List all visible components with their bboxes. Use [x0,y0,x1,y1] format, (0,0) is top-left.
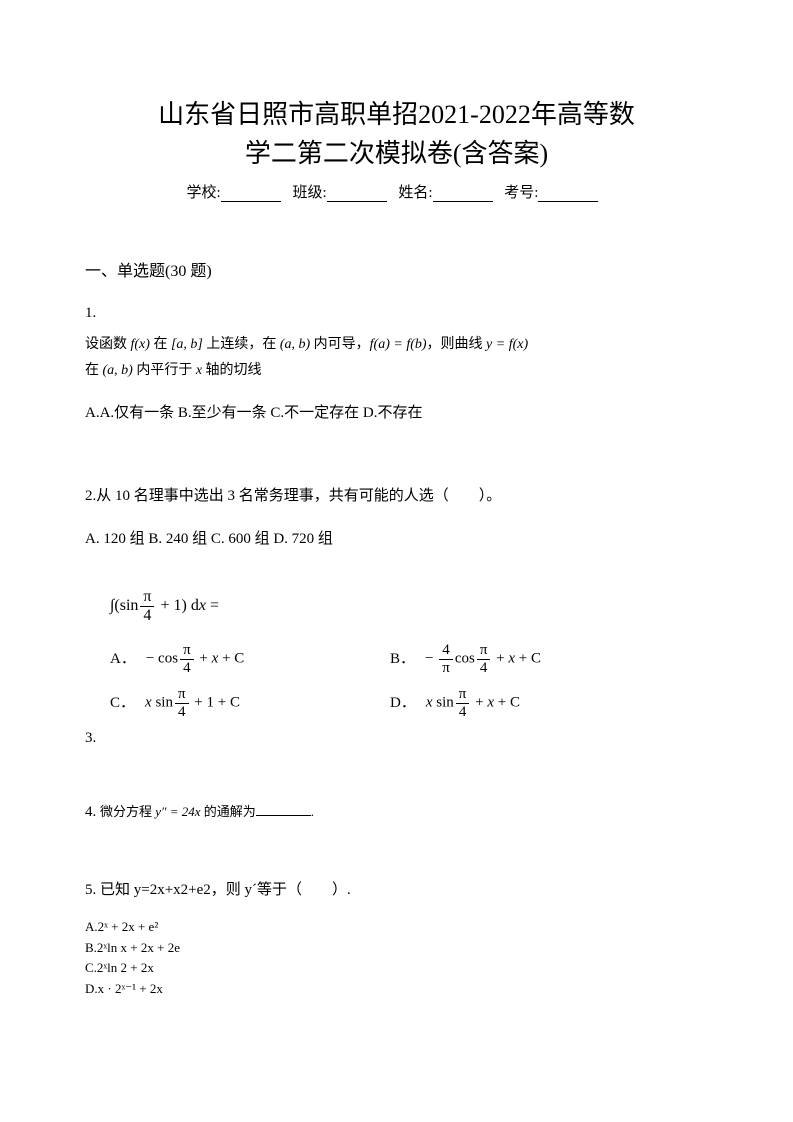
examno-label: 考号: [504,185,538,201]
section-heading: 一、单选题(30 题) [85,257,708,281]
q5-stem: 5. 已知 y=2x+x2+e2，则 y´等于（ ）. [85,876,708,905]
question-1: 1. 设函数 f(x) 在 [a, b] 上连续，在 (a, b) 内可导，f(… [85,299,708,427]
exam-title: 山东省日照市高职单招2021-2022年高等数 学二第二次模拟卷(含答案) [85,95,708,173]
q1-stem: 设函数 f(x) 在 [a, b] 上连续，在 (a, b) 内可导，f(a) … [85,332,708,385]
q3-option-a: A． − cosπ4 + x + C [110,642,390,676]
q2-choices: A. 120 组 B. 240 组 C. 600 组 D. 720 组 [85,525,708,554]
q4-blank [256,802,311,816]
school-blank [221,186,281,202]
title-line-2: 学二第二次模拟卷(含答案) [245,139,548,168]
title-line-1: 山东省日照市高职单招2021-2022年高等数 [158,100,635,129]
examno-blank [538,186,598,202]
q5-option-c: C.2ˣln 2 + 2x [85,958,708,979]
info-line: 学校: 班级: 姓名: 考号: [85,181,708,202]
school-label: 学校: [187,185,221,201]
q5-option-d: D.x · 2ˣ⁻¹ + 2x [85,979,708,1000]
q1-choices: A.A.仅有一条 B.至少有一条 C.不一定存在 D.不存在 [85,399,708,428]
q5-option-a: A.2ˣ + 2x + e² [85,917,708,938]
question-2: 2.从 10 名理事中选出 3 名常务理事，共有可能的人选（ ）。 A. 120… [85,482,708,553]
q1-number: 1. [85,299,708,328]
q3-integral: ∫(sinπ4 + 1) dx = [110,588,708,624]
q3-option-b: B． − 4πcosπ4 + x + C [390,642,541,676]
q3-options: A． − cosπ4 + x + C B． − 4πcosπ4 + x + C … [110,642,708,720]
q3-option-c: C． x sinπ4 + 1 + C [110,686,390,720]
name-label: 姓名: [398,185,432,201]
q5-choices: A.2ˣ + 2x + e² B.2ˣln x + 2x + 2e C.2ˣln… [85,917,708,1000]
class-blank [327,186,387,202]
q2-stem: 2.从 10 名理事中选出 3 名常务理事，共有可能的人选（ ）。 [85,482,708,511]
q3-option-d: D． x sinπ4 + x + C [390,686,520,720]
name-blank [433,186,493,202]
question-5: 5. 已知 y=2x+x2+e2，则 y´等于（ ）. A.2ˣ + 2x + … [85,876,708,1000]
q5-option-b: B.2ˣln x + 2x + 2e [85,938,708,959]
question-3: ∫(sinπ4 + 1) dx = A． − cosπ4 + x + C B． … [85,588,708,753]
q3-number: 3. [85,724,708,753]
class-label: 班级: [292,185,326,201]
q4-stem: 微分方程 y″ = 24x 的通解为. [100,804,314,819]
question-4: 4. 微分方程 y″ = 24x 的通解为. [85,798,708,827]
